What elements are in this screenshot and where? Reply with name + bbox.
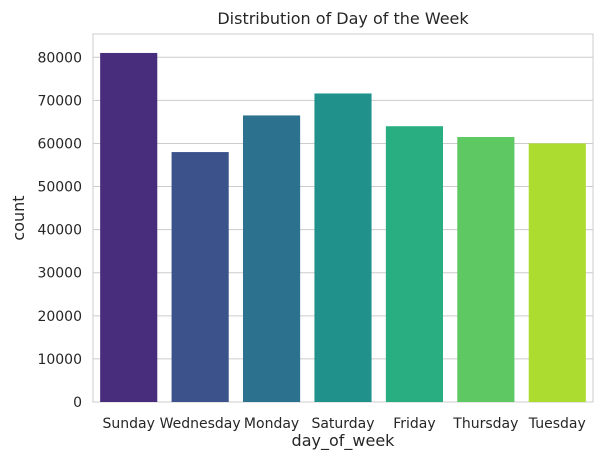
bar-saturday xyxy=(314,93,372,403)
x-tick-label: Thursday xyxy=(452,416,518,432)
bar-sunday xyxy=(100,52,158,403)
y-tick-label: 40000 xyxy=(37,223,82,239)
bar-monday xyxy=(243,115,301,402)
y-tick-label: 50000 xyxy=(37,180,82,196)
bar-wednesday xyxy=(171,152,229,402)
bar-thursday xyxy=(457,136,515,403)
bar-tuesday xyxy=(528,143,586,402)
y-axis-title: count xyxy=(9,195,28,240)
y-tick-label: 80000 xyxy=(37,50,82,66)
x-tick-label: Wednesday xyxy=(160,416,241,432)
y-tick-label: 0 xyxy=(73,395,82,411)
y-tick-label: 20000 xyxy=(37,309,82,325)
x-tick-labels: Sunday Wednesday Monday Saturday Friday Thurs… xyxy=(103,416,586,432)
y-tick-label: 10000 xyxy=(37,352,82,368)
x-tick-label: Tuesday xyxy=(528,416,586,432)
y-tick-label: 60000 xyxy=(37,136,82,152)
y-tick-label: 70000 xyxy=(37,93,82,109)
x-axis-title: day_of_week xyxy=(292,431,396,451)
x-tick-label: Saturday xyxy=(311,416,374,432)
y-tick-label: 30000 xyxy=(37,266,82,282)
chart-title: Distribution of Day of the Week xyxy=(217,9,469,28)
x-tick-label: Friday xyxy=(393,416,435,432)
bars xyxy=(100,52,586,403)
x-tick-label: Monday xyxy=(244,416,299,432)
y-tick-labels: 0 10000 20000 30000 40000 50000 60000 70000 8000… xyxy=(37,50,82,411)
x-tick-label: Sunday xyxy=(103,416,155,432)
bar-friday xyxy=(385,126,443,402)
